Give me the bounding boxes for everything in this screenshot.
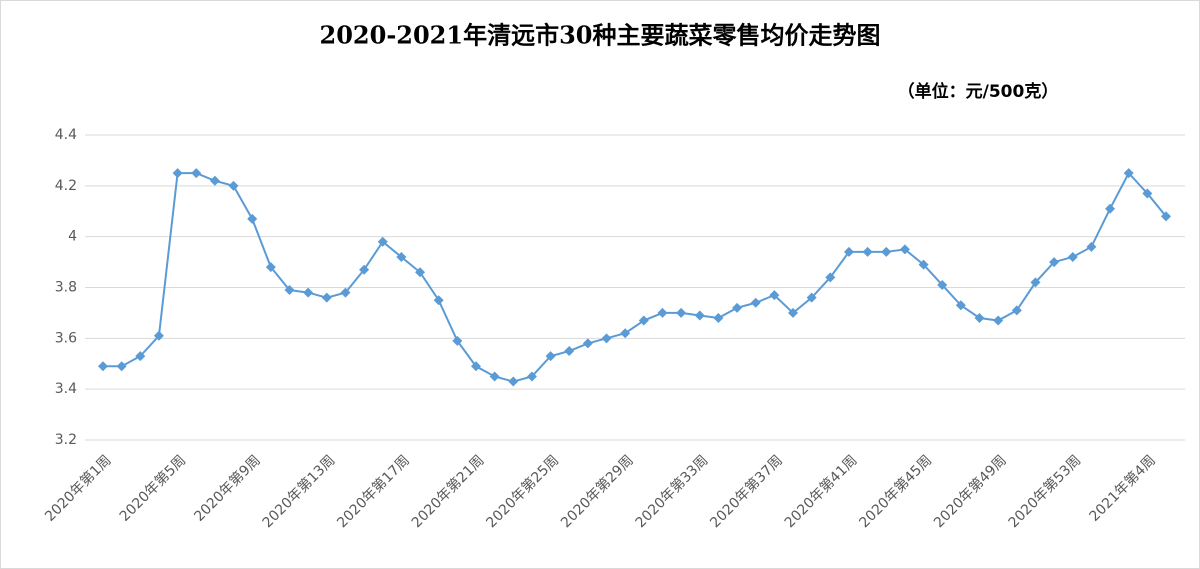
- data-point: [265, 262, 276, 273]
- data-point: [172, 168, 183, 179]
- data-point: [228, 180, 239, 191]
- data-point: [788, 307, 799, 318]
- data-point: [1030, 277, 1041, 288]
- data-point: [937, 279, 948, 290]
- data-point: [862, 246, 873, 257]
- data-point: [843, 246, 854, 257]
- data-point: [769, 290, 780, 301]
- series-line: [103, 171, 1167, 383]
- data-point: [732, 302, 743, 313]
- data-point: [918, 259, 929, 270]
- data-point: [489, 371, 500, 382]
- data-point: [1086, 241, 1097, 252]
- y-tick-label: 3.6: [55, 330, 77, 346]
- y-tick-label: 4.2: [55, 178, 77, 194]
- data-point: [881, 246, 892, 257]
- data-point: [191, 168, 202, 179]
- y-tick-label: 4: [68, 229, 77, 245]
- data-point: [638, 315, 649, 326]
- y-tick-label: 4.4: [55, 127, 77, 143]
- data-point: [806, 292, 817, 303]
- data-point: [620, 328, 631, 339]
- chart-subtitle: （单位：元/500克）: [898, 81, 1059, 102]
- data-point: [1123, 168, 1134, 179]
- data-point: [694, 310, 705, 321]
- data-point: [750, 297, 761, 308]
- chart-title: 2020-2021年清远市30种主要蔬菜零售均价走势图: [320, 21, 881, 50]
- data-point: [321, 292, 332, 303]
- data-point: [713, 313, 724, 323]
- data-point: [452, 335, 463, 346]
- data-point: [359, 264, 370, 275]
- data-point: [340, 287, 351, 298]
- data-point: [98, 361, 108, 372]
- data-point: [825, 272, 836, 283]
- data-point: [526, 371, 537, 382]
- data-point: [545, 351, 556, 362]
- data-point: [470, 361, 481, 372]
- data-point: [377, 236, 388, 247]
- data-point: [1049, 257, 1060, 268]
- data-point: [974, 313, 985, 323]
- data-point: [135, 351, 146, 362]
- data-point: [303, 287, 314, 298]
- data-point: [601, 333, 612, 344]
- y-tick-label: 3.4: [55, 381, 77, 397]
- data-point: [582, 338, 593, 349]
- data-point: [993, 315, 1004, 326]
- data-point: [396, 252, 407, 262]
- data-point: [955, 300, 966, 311]
- data-point: [209, 175, 220, 186]
- data-point: [1142, 188, 1153, 199]
- data-point: [1105, 203, 1116, 214]
- data-point: [433, 295, 444, 306]
- data-point: [1067, 252, 1078, 262]
- data-point: [899, 244, 910, 255]
- data-point: [564, 346, 575, 357]
- data-point: [508, 376, 519, 387]
- data-point: [657, 307, 668, 318]
- data-point: [284, 285, 295, 296]
- y-tick-label: 3.2: [55, 432, 77, 448]
- data-point: [1011, 305, 1022, 316]
- y-tick-label: 3.8: [55, 280, 77, 296]
- data-point: [415, 267, 426, 278]
- data-point: [116, 361, 127, 372]
- data-point: [247, 213, 258, 224]
- data-point: [676, 307, 687, 318]
- data-point: [1161, 211, 1171, 222]
- data-point: [153, 330, 164, 341]
